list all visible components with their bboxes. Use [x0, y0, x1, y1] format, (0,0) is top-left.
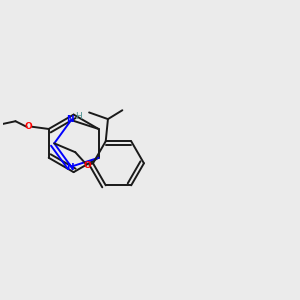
Text: O: O — [25, 122, 33, 131]
Text: H: H — [75, 112, 82, 121]
Text: N: N — [67, 115, 74, 124]
Text: N: N — [67, 163, 74, 172]
Text: O: O — [84, 160, 92, 169]
